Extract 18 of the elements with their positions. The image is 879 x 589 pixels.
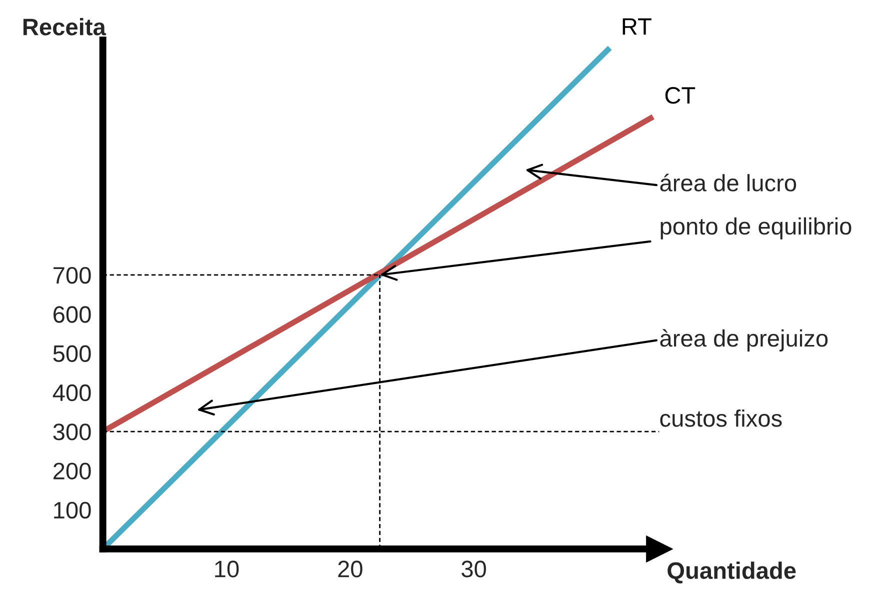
- x-tick-label: 30: [462, 560, 486, 578]
- y-axis-title: Receita: [23, 18, 106, 36]
- y-tick-label: 700: [54, 266, 91, 284]
- y-tick-label: 200: [54, 462, 91, 480]
- y-tick-label: 100: [54, 502, 91, 519]
- y-tick-label: 400: [52, 384, 91, 402]
- text: área de lucro: [660, 174, 796, 192]
- y-tick-label: 300: [53, 424, 91, 440]
- series-label: RT: [622, 18, 652, 35]
- x-tick-label: 10: [215, 560, 239, 578]
- ref-line-label: custos fixos: [660, 410, 782, 427]
- y-tick-label: 500: [53, 345, 91, 362]
- y-tick-label: 600: [54, 306, 91, 323]
- text: àrea de prejuizo: [660, 329, 828, 352]
- x-axis-title: Quantidade: [668, 562, 796, 584]
- annotation: ponto de equilibrio: [660, 217, 852, 240]
- x-tick-label: 20: [338, 560, 362, 578]
- series-label: CT: [665, 87, 696, 104]
